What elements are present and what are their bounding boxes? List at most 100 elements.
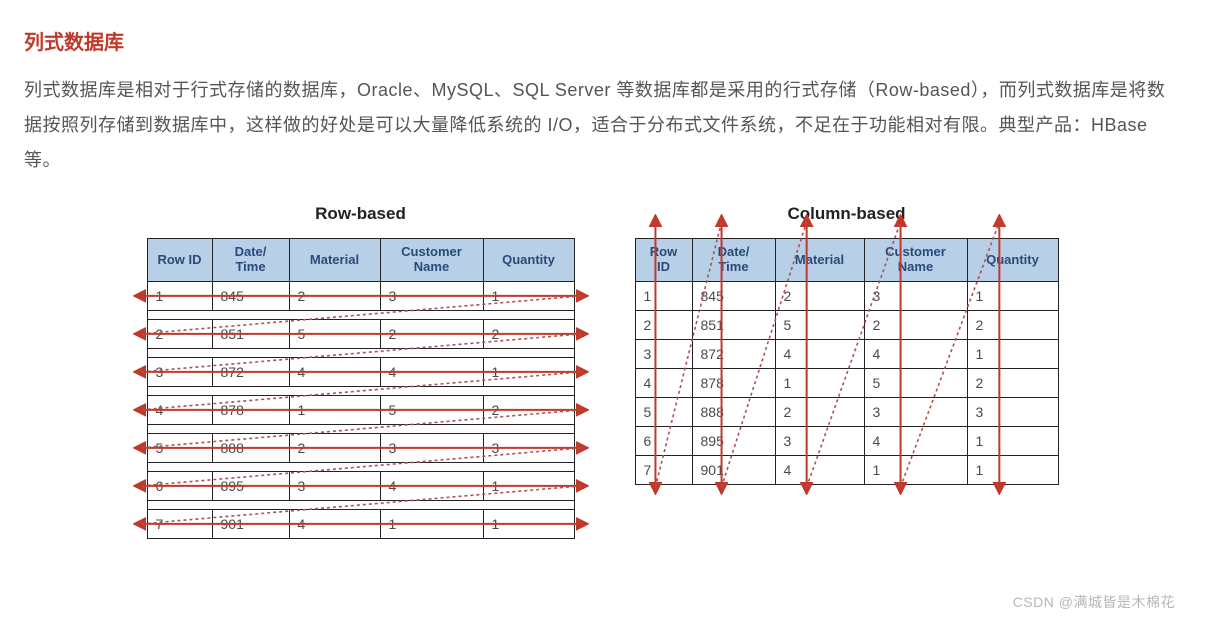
table-cell: 4 [864,427,967,456]
table-cell: 2 [967,311,1058,340]
table-row: 1845231 [147,282,574,311]
table-row: 4878152 [635,369,1058,398]
table-cell: 2 [289,282,380,311]
table-cell: 901 [212,510,289,539]
table-header: Date/ Time [692,239,775,282]
spacer-row [147,463,574,472]
spacer-row [147,501,574,510]
table-cell: 2 [775,398,864,427]
table-cell: 1 [483,472,574,501]
table-cell: 3 [483,434,574,463]
table-row: 6895341 [635,427,1058,456]
table-cell: 1 [864,456,967,485]
table-cell: 3 [864,398,967,427]
table-cell: 2 [864,311,967,340]
table-row: 6895341 [147,472,574,501]
table-cell: 872 [692,340,775,369]
table-cell: 851 [212,320,289,349]
table-cell: 3 [635,340,692,369]
table-cell: 7 [635,456,692,485]
table-cell: 1 [483,282,574,311]
row-based-diagram: Row-based Row IDDate/ TimeMaterialCustom… [147,204,575,539]
table-cell: 845 [212,282,289,311]
table-cell: 1 [380,510,483,539]
table-cell: 3 [967,398,1058,427]
table-cell: 895 [212,472,289,501]
section-paragraph: 列式数据库是相对于行式存储的数据库，Oracle、MySQL、SQL Serve… [24,73,1181,178]
table-row: 4878152 [147,396,574,425]
table-cell: 1 [483,510,574,539]
table-row: 5888233 [635,398,1058,427]
table-cell: 3 [864,282,967,311]
table-cell: 888 [212,434,289,463]
table-cell: 4 [380,472,483,501]
table-cell: 2 [147,320,212,349]
table-header: Quantity [967,239,1058,282]
table-cell: 895 [692,427,775,456]
table-header: Row ID [147,239,212,282]
table-cell: 6 [635,427,692,456]
table-cell: 3 [147,358,212,387]
table-cell: 878 [692,369,775,398]
table-row: 5888233 [147,434,574,463]
table-cell: 1 [289,396,380,425]
table-row: 2851522 [147,320,574,349]
watermark: CSDN @满城皆是木棉花 [1013,592,1175,612]
table-cell: 2 [967,369,1058,398]
spacer-row [147,349,574,358]
table-cell: 4 [289,358,380,387]
table-cell: 4 [864,340,967,369]
table-cell: 5 [380,396,483,425]
table-cell: 6 [147,472,212,501]
spacer-row [147,387,574,396]
table-cell: 1 [967,456,1058,485]
table-cell: 1 [775,369,864,398]
table-cell: 3 [380,282,483,311]
table-cell: 3 [289,472,380,501]
table-cell: 851 [692,311,775,340]
table-cell: 7 [147,510,212,539]
table-cell: 4 [775,340,864,369]
table-row: 2851522 [635,311,1058,340]
table-cell: 2 [775,282,864,311]
table-cell: 2 [289,434,380,463]
column-based-table: Row IDDate/ TimeMaterialCustomer NameQua… [635,238,1059,485]
table-cell: 5 [289,320,380,349]
table-cell: 901 [692,456,775,485]
table-cell: 5 [147,434,212,463]
table-cell: 888 [692,398,775,427]
table-row: 3872441 [147,358,574,387]
table-row: 3872441 [635,340,1058,369]
row-based-title: Row-based [147,204,575,224]
table-cell: 1 [967,340,1058,369]
table-cell: 1 [483,358,574,387]
table-header: Date/ Time [212,239,289,282]
table-cell: 845 [692,282,775,311]
table-cell: 2 [635,311,692,340]
diagram-area: Row-based Row IDDate/ TimeMaterialCustom… [24,198,1181,539]
table-cell: 2 [380,320,483,349]
table-cell: 5 [864,369,967,398]
table-cell: 1 [967,427,1058,456]
table-cell: 5 [635,398,692,427]
table-cell: 4 [289,510,380,539]
column-based-diagram: Column-based Row IDDate/ TimeMaterialCus… [635,204,1059,539]
table-cell: 878 [212,396,289,425]
table-header: Customer Name [380,239,483,282]
table-cell: 1 [967,282,1058,311]
table-cell: 4 [635,369,692,398]
table-row: 7901411 [635,456,1058,485]
table-cell: 2 [483,396,574,425]
table-cell: 872 [212,358,289,387]
table-cell: 3 [775,427,864,456]
spacer-row [147,425,574,434]
table-row: 7901411 [147,510,574,539]
table-cell: 4 [380,358,483,387]
table-cell: 1 [635,282,692,311]
table-cell: 2 [483,320,574,349]
table-cell: 4 [147,396,212,425]
spacer-row [147,311,574,320]
table-header: Row ID [635,239,692,282]
column-based-title: Column-based [635,204,1059,224]
table-cell: 5 [775,311,864,340]
